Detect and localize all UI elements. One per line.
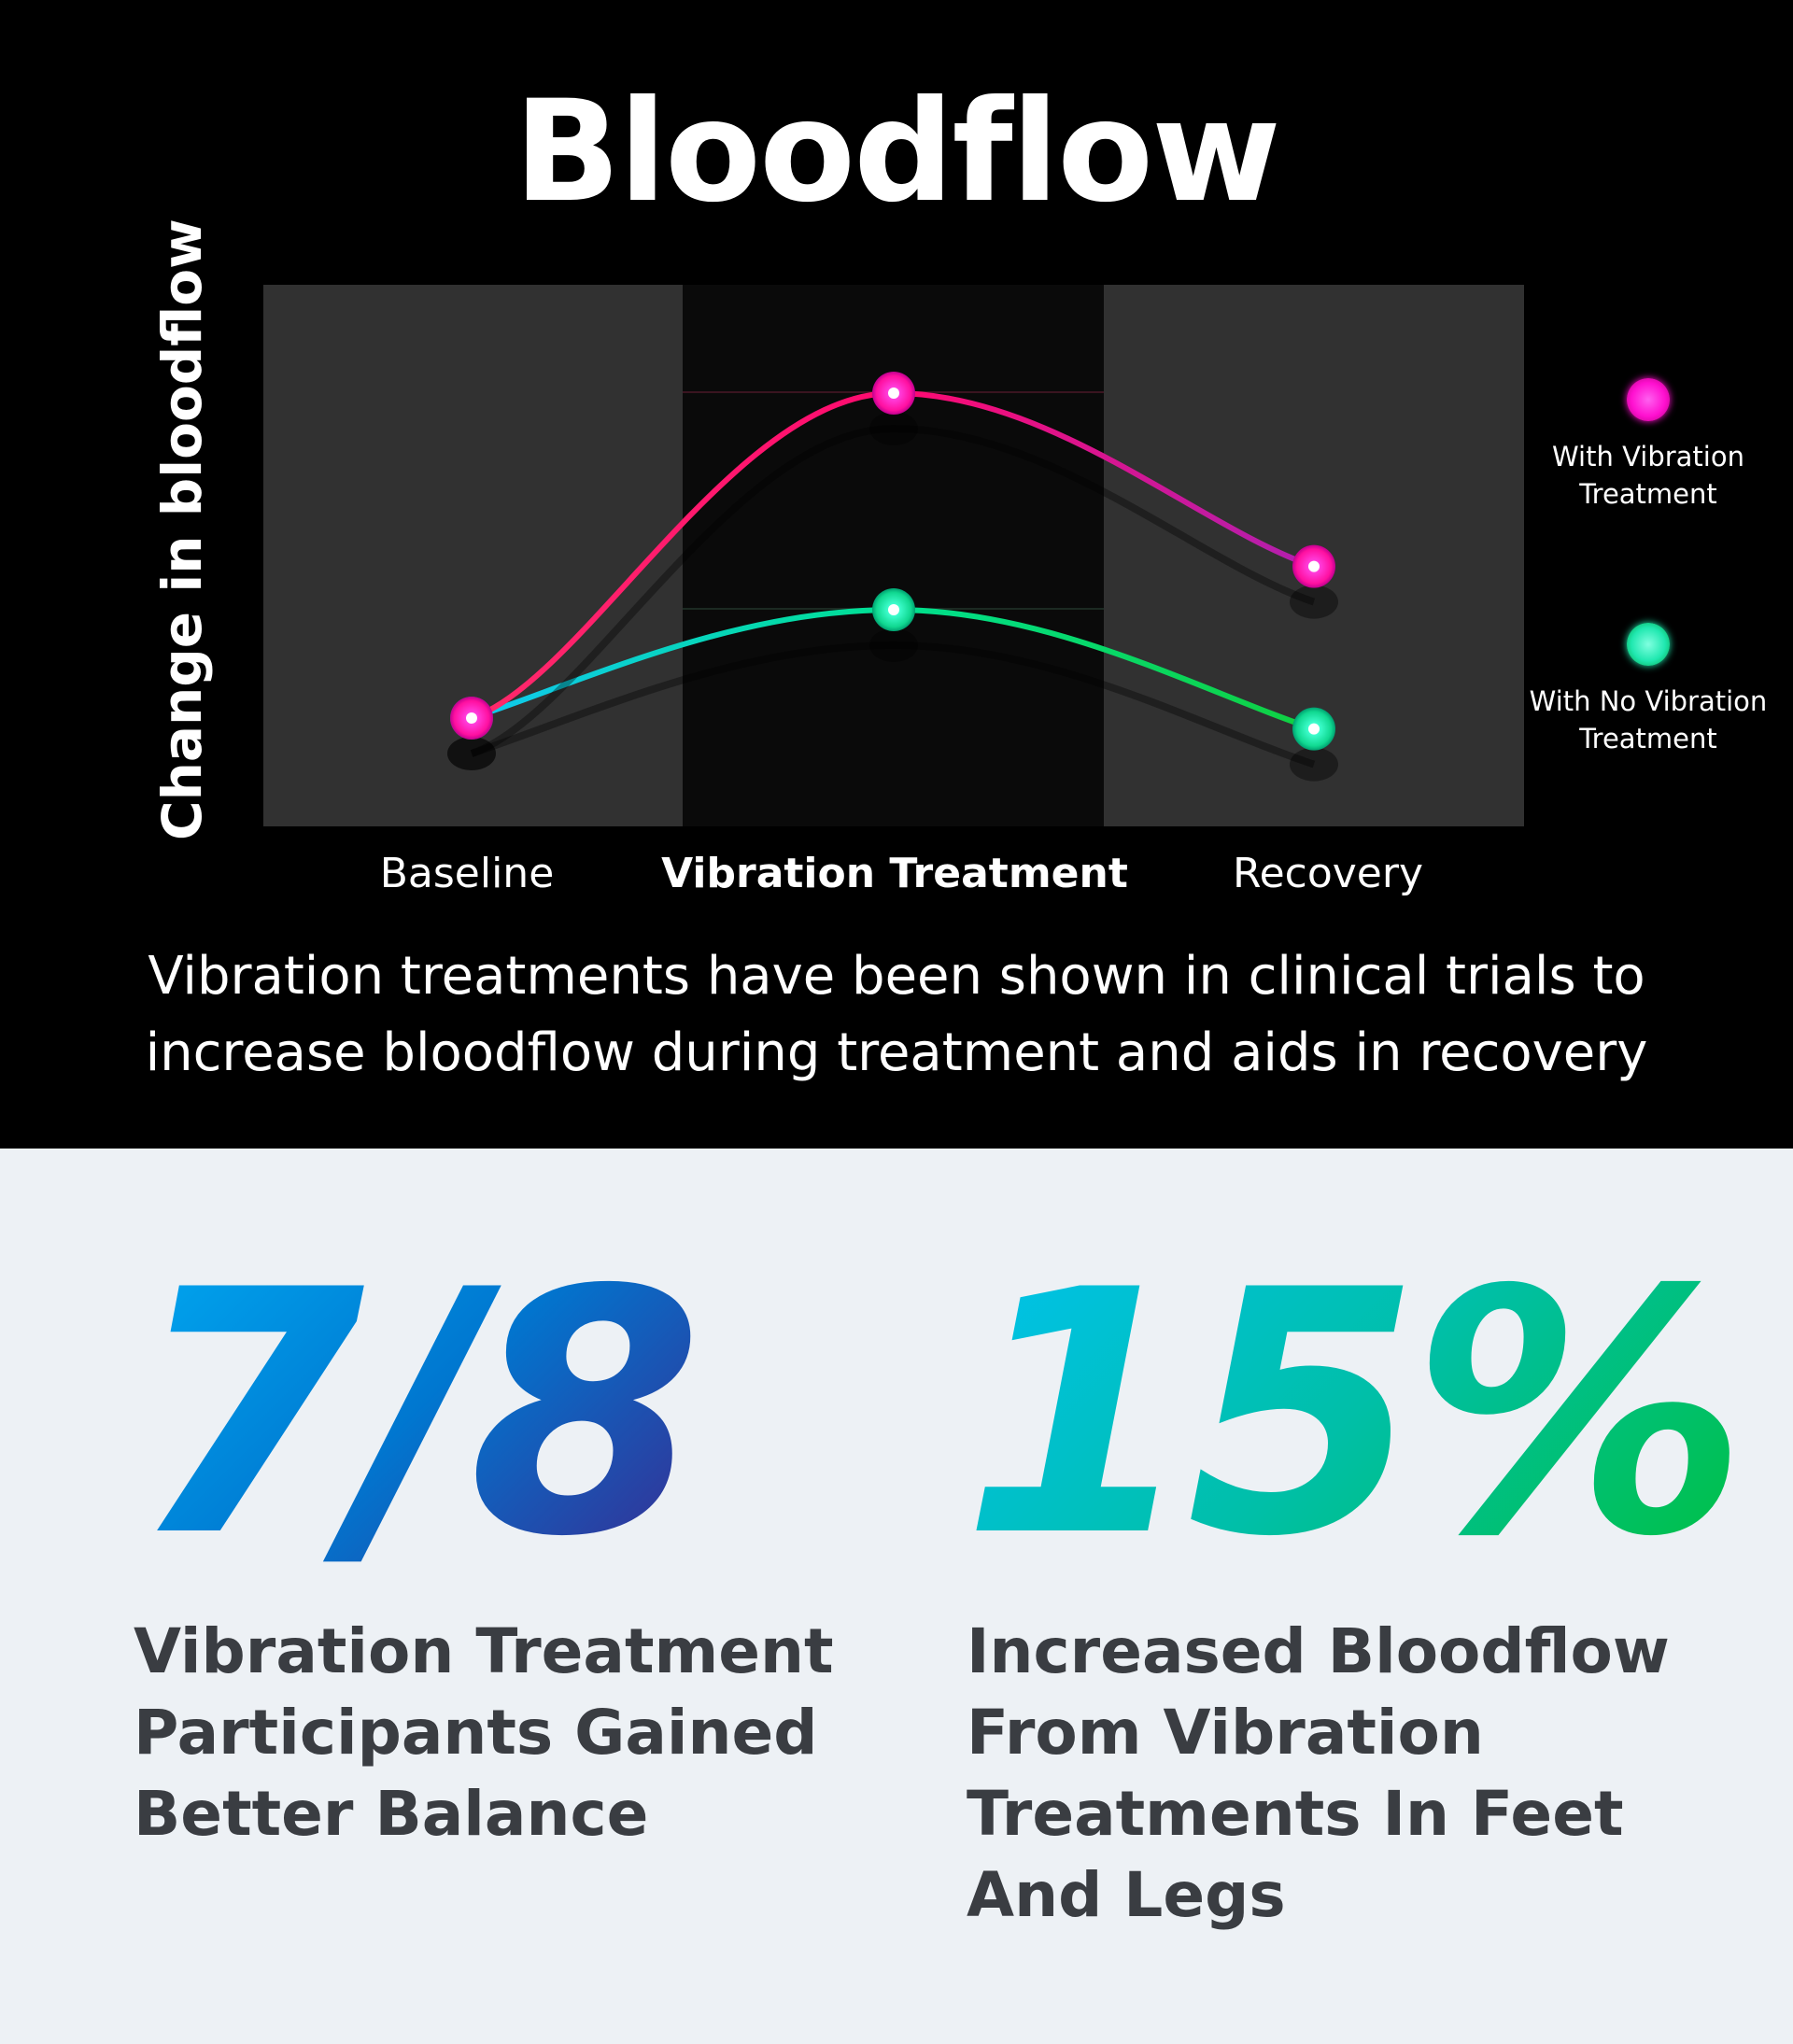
legend-dot-pink xyxy=(1627,378,1670,421)
region-vibration-treatment xyxy=(683,285,1104,826)
chart-caption: Vibration treatments have been shown in … xyxy=(0,938,1793,1092)
series-with-vibration-point-center xyxy=(1308,560,1320,572)
series-no-vibration-point-center xyxy=(1308,723,1320,735)
legend-label-line2: Treatment xyxy=(1579,723,1717,754)
legend-label-line2: Treatment xyxy=(1579,478,1717,510)
x-tick-vibration-treatment: Vibration Treatment xyxy=(661,850,1128,897)
series-no-vibration-point-shadow xyxy=(869,628,918,662)
series-no-vibration-shadow xyxy=(470,641,1316,768)
bloodflow-chart xyxy=(263,285,1524,826)
series-with-vibration-point-shadow xyxy=(447,737,496,770)
series-no-vibration-point-center xyxy=(888,604,899,615)
stat-label-line: Vibration Treatment xyxy=(134,1615,834,1687)
caption-line-1: Vibration treatments have been shown in … xyxy=(148,946,1645,1007)
x-tick-recovery: Recovery xyxy=(1232,850,1424,897)
legend-label-line1: With Vibration xyxy=(1552,441,1744,472)
series-with-vibration-point-shadow xyxy=(1290,585,1338,619)
legend-item-no-vibration: With No Vibration Treatment xyxy=(1518,623,1779,757)
stats-panel xyxy=(0,1149,1793,2044)
legend-label-line1: With No Vibration xyxy=(1529,685,1768,717)
stat-value-bloodflow: 15% xyxy=(962,1219,1748,1610)
series-layer xyxy=(447,372,1338,782)
series-with-vibration-point-center xyxy=(466,712,477,724)
series-with-vibration-point-shadow xyxy=(869,412,918,445)
series-with-vibration-point-center xyxy=(888,388,899,399)
legend-item-with-vibration: With Vibration Treatment xyxy=(1518,378,1779,513)
stat-label-line: Participants Gained xyxy=(134,1697,818,1769)
y-axis-label: Change in bloodflow xyxy=(150,218,214,840)
legend-dot-green xyxy=(1627,623,1670,666)
stat-label-line: Better Balance xyxy=(134,1778,649,1850)
page-title: Bloodflow xyxy=(514,71,1281,233)
x-tick-baseline: Baseline xyxy=(379,850,555,897)
stat-label-line: And Legs xyxy=(967,1859,1286,1931)
series-no-vibration-point-shadow xyxy=(1290,747,1338,782)
stat-label-line: Treatments In Feet xyxy=(967,1778,1624,1850)
stat-label-bloodflow: Increased Bloodflow From Vibration Treat… xyxy=(967,1611,1695,1936)
stat-label-line: Increased Bloodflow xyxy=(967,1615,1670,1687)
series-with-vibration-shadow xyxy=(470,424,1316,757)
stat-label-balance: Vibration Treatment Participants Gained … xyxy=(134,1611,862,1854)
stat-label-line: From Vibration xyxy=(967,1697,1484,1769)
caption-line-2: increase bloodflow during treatment and … xyxy=(145,1022,1648,1083)
stat-value-balance: 7/8 xyxy=(131,1219,702,1610)
series-no-vibration-point-shadow xyxy=(447,737,496,770)
